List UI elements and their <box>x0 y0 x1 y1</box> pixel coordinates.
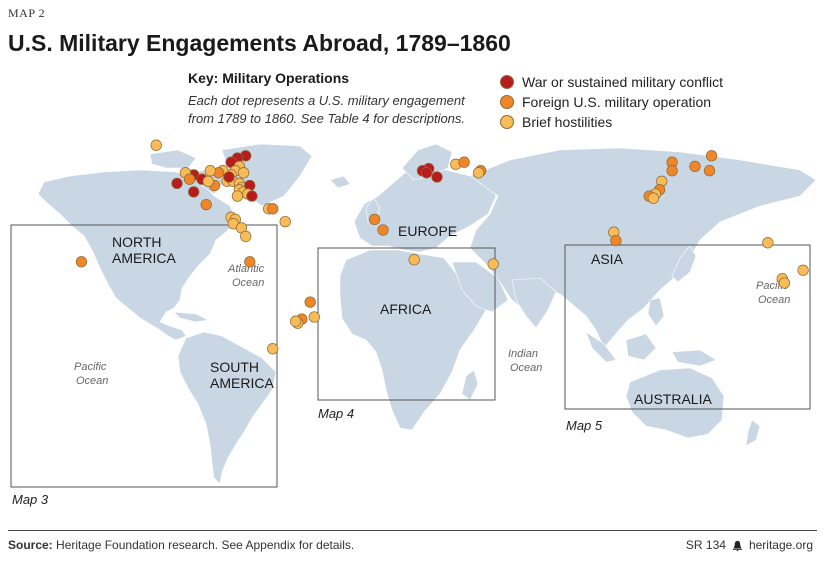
map-number: MAP 2 <box>8 6 46 20</box>
australia-shape <box>625 367 725 439</box>
inset-boxes <box>10 224 811 488</box>
map4-box <box>317 247 496 401</box>
label-south-america-text-2: AMERICA <box>210 375 274 391</box>
brief-engagement-dot <box>231 190 244 202</box>
madagascar-shape <box>461 369 479 401</box>
iceland-shape <box>329 175 351 189</box>
foreign-engagement-dot <box>304 296 316 308</box>
new-guinea-shape <box>671 349 717 367</box>
brief-engagement-dot <box>204 165 216 177</box>
india-shape <box>511 277 557 329</box>
foreign-engagement-dot <box>705 150 718 162</box>
map3-box <box>10 224 278 488</box>
sumatra-shape <box>585 331 617 363</box>
brief-dot-icon <box>500 115 514 129</box>
label-north-america: NORTH AMERICA <box>112 234 176 266</box>
legend-label-foreign: Foreign U.S. military operation <box>522 94 712 110</box>
war-engagement-dot <box>420 167 433 179</box>
scandinavia-shape <box>401 143 453 181</box>
war-engagement-dot <box>171 177 183 190</box>
legend: War or sustained military conflict Forei… <box>500 72 723 132</box>
website: heritage.org <box>748 538 813 552</box>
source-note: Source: Heritage Foundation research. Se… <box>8 538 355 552</box>
brief-engagement-dot <box>308 311 320 323</box>
map5-box <box>564 244 811 410</box>
key-description: Each dot represents a U.S. military enga… <box>188 93 466 126</box>
arabia-shape <box>451 261 509 313</box>
label-africa: AFRICA <box>380 301 432 317</box>
report-number: SR 134 <box>685 538 726 552</box>
asia-shape <box>469 147 817 349</box>
brief-engagement-dot <box>240 230 252 243</box>
bell-logo-icon <box>732 540 743 551</box>
foreign-engagement-dot <box>703 165 716 177</box>
legend-item-brief: Brief hostilities <box>500 112 723 132</box>
label-pacific-ocean-west: Pacific Ocean <box>74 361 108 387</box>
new-zealand-shape <box>745 419 761 447</box>
brief-engagement-dot <box>202 175 214 187</box>
south-america-shape <box>177 331 277 485</box>
world-map: NORTH AMERICA SOUTH AMERICA EUROPE AFRICA … <box>10 139 817 507</box>
label-map4: Map 4 <box>318 406 354 421</box>
credit: SR 134 heritage.org <box>686 538 813 552</box>
label-map5: Map 5 <box>566 418 603 433</box>
brief-engagement-dot <box>150 139 162 151</box>
brief-engagement-dot <box>289 315 302 327</box>
foreign-engagement-dot <box>368 213 381 226</box>
brief-engagement-dot <box>487 258 499 270</box>
foreign-engagement-dot <box>75 256 88 268</box>
foreign-engagement-dot <box>689 160 701 173</box>
japan-shape <box>671 245 697 283</box>
page-title: U.S. Military Engagements Abroad, 1789–1… <box>8 30 511 56</box>
north-america-shape <box>37 169 237 341</box>
legend-item-war: War or sustained military conflict <box>500 72 723 92</box>
cuba-shape <box>173 311 209 323</box>
foreign-engagement-dot <box>244 256 256 268</box>
label-south-america: SOUTH AMERICA <box>210 359 274 391</box>
war-engagement-dot <box>188 186 200 198</box>
label-australia: AUSTRALIA <box>634 391 712 407</box>
legend-label-brief: Brief hostilities <box>522 114 613 130</box>
foreign-engagement-dot <box>200 198 212 211</box>
foreign-dot-icon <box>500 95 514 109</box>
brief-engagement-dot <box>267 343 279 355</box>
landmasses <box>37 143 817 485</box>
brief-engagement-dot <box>797 264 809 276</box>
war-engagement-dot <box>431 171 443 183</box>
brief-engagement-dot <box>279 215 291 228</box>
philippines-shape <box>647 297 665 327</box>
arctic-islands-shape <box>149 149 197 169</box>
foreign-engagement-dot <box>267 203 279 215</box>
legend-label-war: War or sustained military conflict <box>522 74 723 90</box>
brief-engagement-dot <box>408 254 420 266</box>
foreign-engagement-dot <box>377 224 389 236</box>
brief-engagement-dot <box>472 167 485 179</box>
label-north-america-text: NORTH <box>112 234 162 250</box>
label-map3: Map 3 <box>12 492 49 507</box>
foreign-engagement-dot <box>610 234 622 247</box>
label-asia: ASIA <box>591 251 624 267</box>
foreign-engagement-dot <box>183 173 196 185</box>
foreign-engagement-dot <box>458 156 470 168</box>
war-dot-icon <box>500 75 514 89</box>
label-europe: EUROPE <box>398 223 457 239</box>
europe-shape <box>353 165 497 253</box>
borneo-shape <box>625 333 657 361</box>
foreign-engagement-dot <box>666 165 678 177</box>
label-indian-ocean: Indian Ocean <box>508 348 542 374</box>
africa-shape <box>339 249 487 431</box>
war-engagement-dot <box>223 171 235 183</box>
brief-engagement-dot <box>237 167 250 179</box>
footer-divider <box>8 530 817 531</box>
label-south-america-text: SOUTH <box>210 359 259 375</box>
key-heading: Key: Military Operations <box>188 70 350 86</box>
engagement-dots <box>75 139 809 355</box>
brief-engagement-dot <box>647 192 660 204</box>
legend-item-foreign: Foreign U.S. military operation <box>500 92 723 112</box>
label-atlantic-ocean: Atlantic Ocean <box>227 263 265 289</box>
brief-engagement-dot <box>762 237 774 249</box>
label-north-america-text-2: AMERICA <box>112 250 176 266</box>
war-engagement-dot <box>246 190 258 202</box>
brief-engagement-dot <box>778 277 791 289</box>
